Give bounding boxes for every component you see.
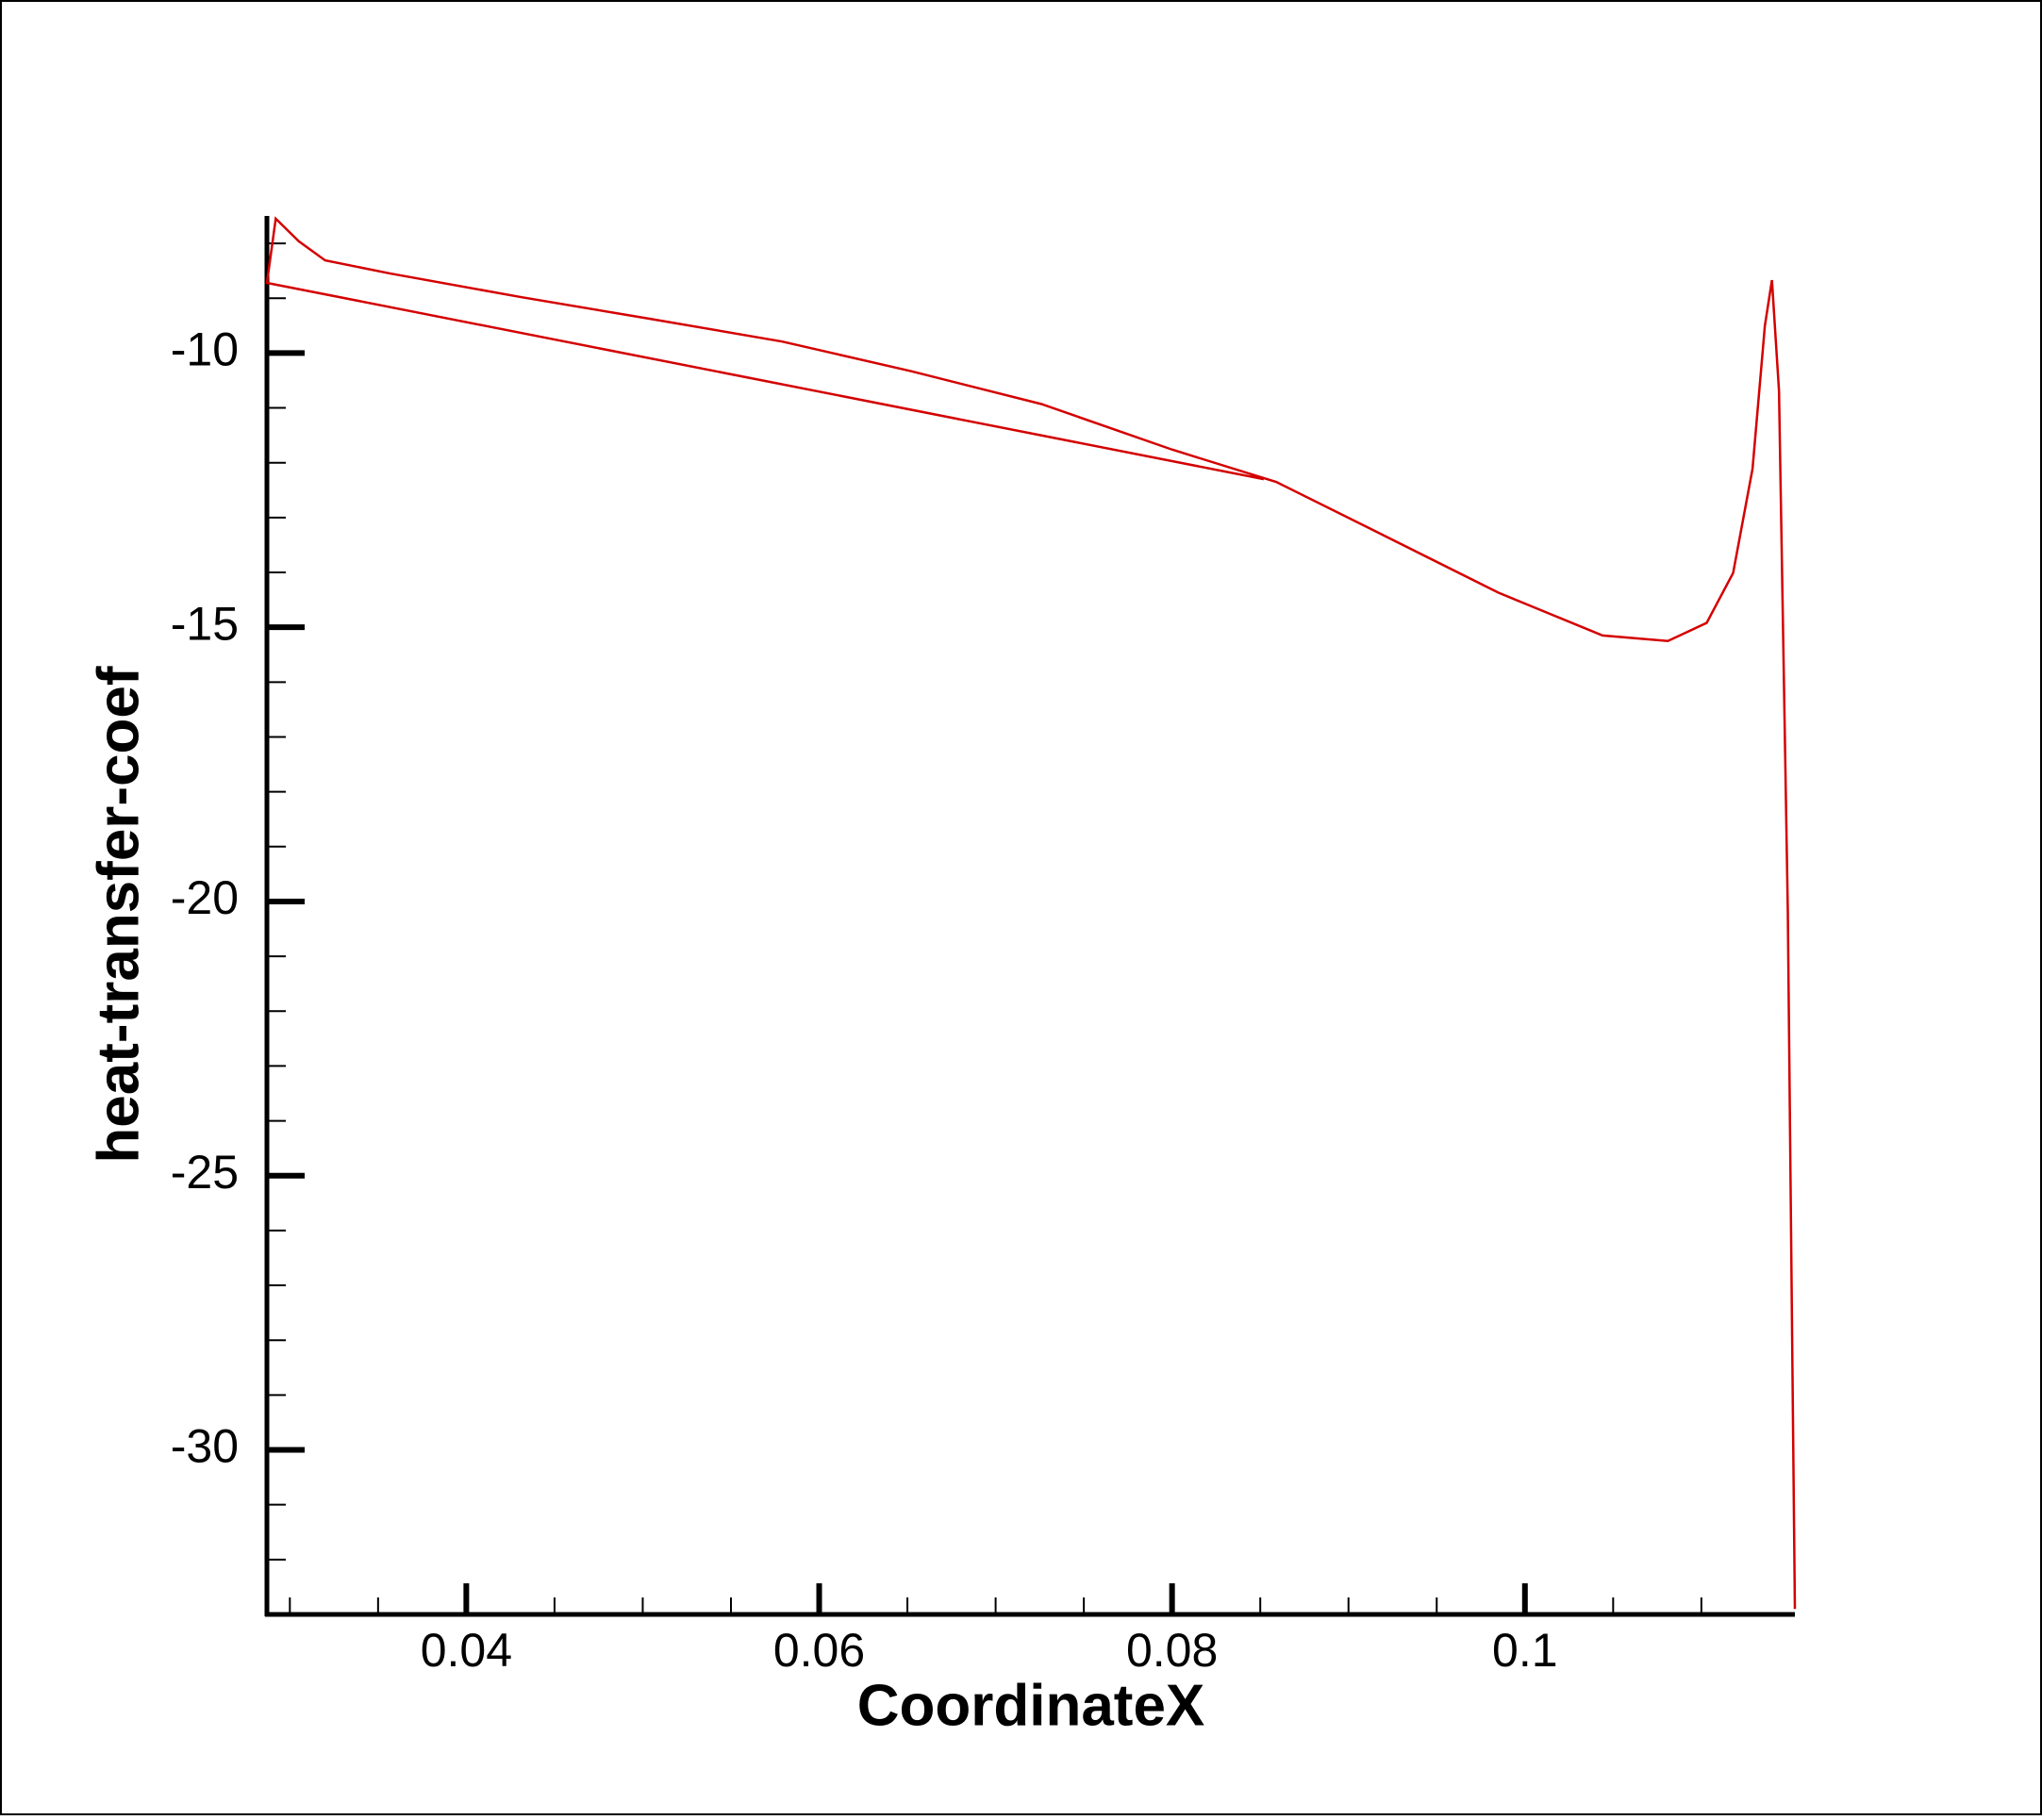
y-tick-label: -30 <box>171 1420 239 1473</box>
data-line <box>265 216 1797 1610</box>
x-axis-title: CoordinateX <box>857 1673 1205 1738</box>
y-tick-label: -25 <box>171 1146 239 1199</box>
y-tick-label: -10 <box>171 323 239 376</box>
x-tick-label: 0.1 <box>1492 1624 1558 1677</box>
x-tick-label: 0.08 <box>1126 1624 1218 1677</box>
y-tick-label: -15 <box>171 597 239 650</box>
x-tick-label: 0.04 <box>421 1624 512 1677</box>
x-tick-label: 0.06 <box>773 1624 865 1677</box>
y-axis-title: heat-transfer-coef <box>86 666 151 1163</box>
y-tick-label: -20 <box>171 871 239 924</box>
